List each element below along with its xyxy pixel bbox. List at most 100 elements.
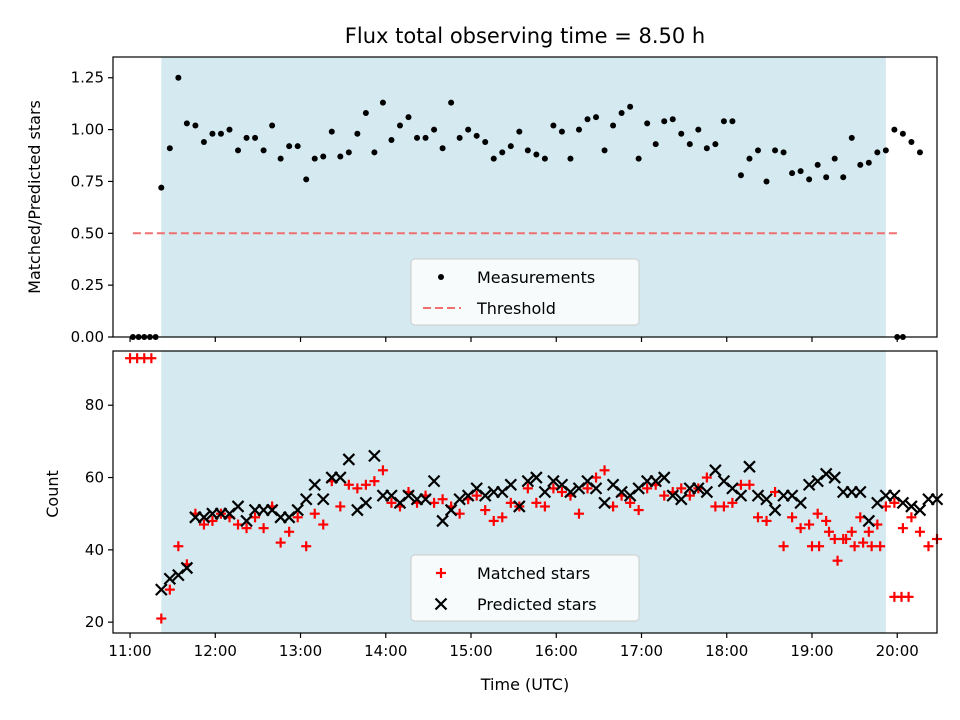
y-tick-label: 0.00 — [71, 328, 104, 346]
data-point — [751, 489, 765, 502]
data-point — [760, 492, 773, 506]
data-point — [241, 523, 252, 534]
data-point — [516, 128, 523, 135]
data-point — [875, 541, 886, 552]
data-point — [906, 512, 917, 523]
data-point — [318, 519, 329, 530]
data-point — [684, 490, 695, 501]
data-point — [207, 515, 218, 526]
data-point — [405, 114, 412, 121]
data-point — [795, 523, 806, 534]
y-tick-label: 0.25 — [71, 276, 104, 294]
data-point — [471, 490, 482, 501]
data-point — [831, 155, 838, 162]
data-point — [754, 147, 761, 154]
data-point — [200, 139, 207, 146]
legend-label: Threshold — [476, 299, 556, 318]
data-point — [863, 526, 874, 537]
data-point — [328, 128, 335, 135]
data-point — [533, 151, 540, 158]
data-point — [610, 122, 617, 129]
data-point — [913, 503, 927, 517]
data-point — [882, 147, 889, 154]
data-point — [541, 155, 548, 162]
data-point — [377, 465, 388, 476]
data-point — [316, 492, 330, 506]
data-point — [608, 501, 619, 512]
data-point — [362, 110, 369, 116]
data-point — [299, 492, 313, 506]
data-point — [823, 174, 830, 181]
data-point — [914, 526, 925, 537]
data-point — [584, 116, 591, 123]
data-point — [166, 145, 173, 152]
data-point — [712, 141, 719, 148]
data-point — [866, 541, 877, 552]
y-tick-label: 0.50 — [71, 224, 104, 242]
y-tick-label: 80 — [85, 396, 104, 414]
data-point — [692, 482, 705, 495]
data-point — [303, 176, 310, 183]
x-tick-label: 16:00 — [535, 642, 578, 660]
data-point — [473, 132, 480, 139]
bottom-panel: 20 40 60 80 11:00 12:00 13:00 14:00 15:00 16:00 17… — [85, 350, 944, 660]
data-point — [652, 141, 659, 148]
data-point — [735, 479, 746, 490]
data-point — [482, 139, 489, 146]
data-point — [770, 487, 781, 497]
data-point — [899, 130, 906, 137]
data-point — [589, 482, 603, 495]
data-point — [633, 505, 644, 516]
legend-label: Predicted stars — [477, 595, 597, 614]
data-point — [158, 184, 165, 191]
data-point — [335, 501, 346, 512]
data-point — [260, 147, 267, 154]
data-point — [429, 497, 440, 508]
data-point — [797, 168, 804, 175]
y-tick-label: 40 — [85, 541, 104, 559]
x-tick-label: 15:00 — [449, 642, 492, 660]
x-tick-label: 11:00 — [108, 642, 151, 660]
data-point — [599, 465, 610, 476]
data-point — [710, 501, 721, 512]
data-point — [727, 497, 738, 508]
data-point — [156, 613, 167, 624]
data-point — [308, 478, 322, 492]
data-point — [891, 126, 898, 133]
data-point — [480, 505, 491, 516]
data-point — [686, 141, 693, 148]
legend: Measurements Threshold — [410, 258, 640, 326]
data-point — [840, 174, 847, 181]
data-point — [701, 472, 712, 483]
data-point — [292, 512, 303, 523]
data-point — [360, 479, 371, 490]
data-point — [814, 541, 825, 552]
data-point — [737, 172, 744, 179]
data-point — [343, 479, 354, 490]
data-point — [642, 483, 653, 494]
data-point — [269, 122, 276, 129]
data-point — [674, 492, 688, 506]
x-tick-label: 13:00 — [279, 642, 322, 660]
data-point — [703, 145, 710, 152]
x-tick-label: 18:00 — [705, 642, 748, 660]
data-point — [371, 149, 378, 156]
data-point — [841, 534, 852, 544]
data-point — [678, 130, 685, 137]
data-point — [858, 537, 869, 548]
data-point — [744, 479, 755, 490]
data-point — [821, 515, 832, 526]
data-point — [163, 572, 177, 586]
data-point — [337, 153, 344, 160]
x-tick-label: 19:00 — [790, 642, 833, 660]
data-point — [334, 471, 347, 484]
data-point — [666, 489, 680, 502]
bottom-y-axis-label: Count — [43, 470, 62, 518]
data-point — [582, 483, 593, 494]
data-point — [439, 145, 446, 152]
data-point — [217, 130, 224, 137]
data-point — [396, 122, 403, 129]
data-point — [889, 497, 900, 508]
data-point — [903, 591, 914, 602]
